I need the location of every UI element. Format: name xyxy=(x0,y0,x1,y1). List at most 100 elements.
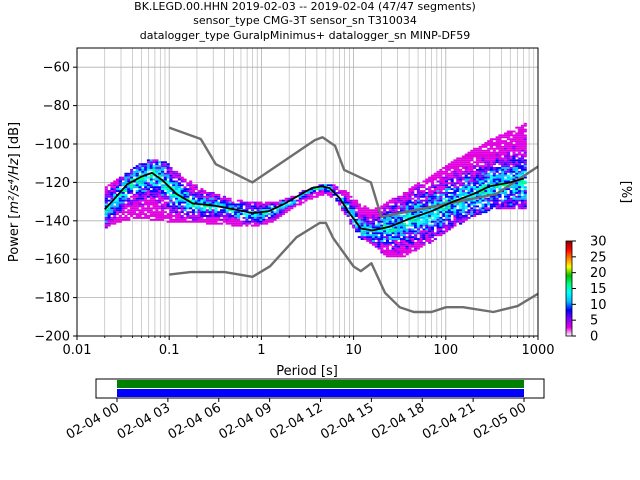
ppsd-cell xyxy=(248,201,252,204)
ppsd-cell xyxy=(436,215,440,217)
ppsd-cell xyxy=(113,220,117,223)
ppsd-cell xyxy=(436,176,440,179)
ppsd-cell xyxy=(158,190,162,192)
ppsd-cell xyxy=(256,216,260,219)
ppsd-cell xyxy=(385,222,390,225)
ppsd-cell xyxy=(186,213,190,216)
ppsd-cell xyxy=(152,203,156,206)
ppsd-cell xyxy=(495,176,499,179)
ppsd-cell xyxy=(377,230,381,233)
ppsd-cell xyxy=(464,188,468,191)
ppsd-cell xyxy=(231,215,235,217)
ppsd-cell xyxy=(447,209,451,212)
ppsd-cell xyxy=(267,216,271,219)
ppsd-cell xyxy=(144,186,148,189)
ppsd-cell xyxy=(394,241,398,244)
ppsd-cell xyxy=(419,186,423,189)
ppsd-cell xyxy=(203,220,207,223)
ppsd-cell xyxy=(146,207,151,210)
ppsd-cell xyxy=(481,178,485,181)
ppsd-cell xyxy=(439,184,443,187)
ppsd-cell xyxy=(400,207,404,210)
ppsd-cell xyxy=(155,195,159,198)
ppsd-cell xyxy=(400,218,404,221)
ppsd-cell xyxy=(236,203,241,206)
ppsd-cell xyxy=(408,241,412,244)
ppsd-cell xyxy=(512,145,516,148)
colorbar-tick-label: 25 xyxy=(590,250,607,265)
ppsd-cell xyxy=(481,211,485,214)
ppsd-cell xyxy=(355,224,359,227)
ppsd-cell xyxy=(515,161,519,164)
ppsd-cell xyxy=(506,144,510,146)
ppsd-cell xyxy=(383,220,387,223)
ppsd-cell xyxy=(132,174,136,177)
ppsd-cell xyxy=(487,188,491,191)
ppsd-cell xyxy=(447,220,451,223)
ppsd-cell xyxy=(220,199,224,202)
ppsd-cell xyxy=(113,216,117,219)
ppsd-cell xyxy=(377,224,381,227)
ppsd-cell xyxy=(464,176,468,179)
ppsd-cell xyxy=(425,226,429,229)
ppsd-cell xyxy=(430,228,435,231)
ppsd-cell xyxy=(459,188,463,191)
ppsd-cell xyxy=(518,136,522,139)
ppsd-cell xyxy=(385,236,390,239)
ppsd-cell xyxy=(132,203,136,206)
ppsd-cell xyxy=(515,132,519,135)
ppsd-cell xyxy=(515,192,519,194)
ppsd-cell xyxy=(422,232,426,235)
ppsd-cell xyxy=(394,243,398,246)
ppsd-cell xyxy=(220,215,224,217)
ppsd-cell xyxy=(290,207,294,210)
ppsd-cell xyxy=(492,195,496,198)
ppsd-cell xyxy=(394,228,398,231)
ppsd-cell xyxy=(495,147,499,150)
ppsd-cell xyxy=(416,245,420,248)
ppsd-cell xyxy=(402,195,406,198)
ppsd-cell xyxy=(512,136,516,139)
ppsd-cell xyxy=(408,228,412,231)
ppsd-cell xyxy=(222,201,226,204)
ppsd-cell xyxy=(158,199,162,202)
ppsd-cell xyxy=(459,192,463,194)
ppsd-cell xyxy=(127,216,131,219)
ppsd-cell xyxy=(470,178,474,181)
ppsd-cell xyxy=(385,230,390,233)
ppsd-cell xyxy=(293,205,297,208)
ppsd-cell xyxy=(383,251,387,254)
ppsd-cell xyxy=(444,174,449,177)
ppsd-cell xyxy=(253,213,257,216)
ppsd-cell xyxy=(183,190,187,192)
ppsd-cell xyxy=(242,213,246,216)
y-tick-label: −60 xyxy=(43,61,70,76)
ppsd-cell xyxy=(180,192,184,194)
ppsd-cell xyxy=(439,193,443,196)
ppsd-cell xyxy=(470,167,474,169)
ppsd-cell xyxy=(245,220,249,223)
ppsd-cell xyxy=(523,186,527,189)
ppsd-cell xyxy=(414,234,418,237)
ppsd-cell xyxy=(191,211,196,214)
ppsd-cell xyxy=(304,193,308,196)
ppsd-cell xyxy=(310,192,314,194)
ppsd-cell xyxy=(478,174,482,177)
ppsd-cell xyxy=(160,216,165,219)
ppsd-cell xyxy=(175,209,179,212)
ppsd-cell xyxy=(377,232,381,235)
ppsd-cell xyxy=(509,170,513,173)
ppsd-cell xyxy=(203,209,207,212)
ppsd-cell xyxy=(402,216,406,219)
ppsd-cell xyxy=(475,157,480,160)
ppsd-cell xyxy=(422,216,426,219)
ppsd-cell xyxy=(520,132,525,135)
ppsd-cell xyxy=(146,195,151,198)
ppsd-cell xyxy=(464,186,468,189)
ppsd-cell xyxy=(453,190,457,192)
ppsd-cell xyxy=(504,144,508,146)
ppsd-cell xyxy=(473,203,477,206)
ppsd-cell xyxy=(492,201,496,204)
ppsd-cell xyxy=(363,211,367,214)
ppsd-cell xyxy=(470,192,474,194)
